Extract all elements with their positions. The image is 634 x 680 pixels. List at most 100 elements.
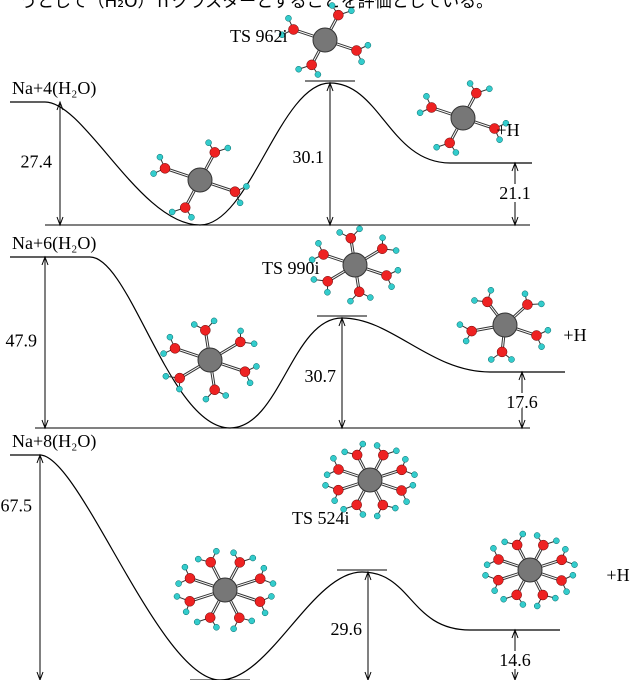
hydrogen xyxy=(262,610,268,616)
ts-label: TS 524i xyxy=(292,508,350,528)
oxygen xyxy=(175,373,185,383)
hydrogen xyxy=(538,301,544,307)
hydrogen xyxy=(490,545,496,551)
hydrogen xyxy=(161,351,167,357)
energy-label: 30.1 xyxy=(293,147,325,167)
hydrogen xyxy=(423,93,429,99)
hydrogen xyxy=(553,538,559,544)
hydrogen xyxy=(552,595,558,601)
oxygen xyxy=(234,613,244,623)
hydrogen xyxy=(182,564,188,570)
hydrogen xyxy=(347,298,353,304)
hydrogen xyxy=(237,200,243,206)
hydrogen xyxy=(194,619,200,625)
energy-curve xyxy=(10,257,565,428)
hydrogen xyxy=(457,322,463,328)
oxygen xyxy=(426,102,436,112)
hydrogen xyxy=(434,144,440,150)
oxygen xyxy=(333,485,343,495)
oxygen xyxy=(354,287,364,297)
oxygen xyxy=(538,590,548,600)
hydrogen xyxy=(545,327,551,333)
hydrogen xyxy=(231,550,237,556)
hydrogen xyxy=(342,449,348,455)
hydrogen xyxy=(467,80,473,86)
hydrogen xyxy=(412,472,418,478)
hydrogen xyxy=(151,171,157,177)
oxygen xyxy=(200,325,210,335)
hydrogen xyxy=(486,86,492,92)
oxygen xyxy=(346,233,356,243)
hydrogen xyxy=(243,183,249,189)
hydrogen xyxy=(359,59,365,65)
hydrogen xyxy=(492,588,498,594)
oxygen xyxy=(255,597,265,607)
hydrogen xyxy=(223,392,229,398)
reactant-label: Na+8(H₂O) xyxy=(12,431,96,452)
hydrogen xyxy=(509,356,515,362)
energy-label: 21.1 xyxy=(499,183,531,203)
sodium xyxy=(518,558,542,582)
hydrogen xyxy=(374,513,380,519)
oxygen xyxy=(378,500,388,510)
hydrogen xyxy=(261,565,267,571)
hydrogen xyxy=(330,455,336,461)
oxygen xyxy=(397,486,407,496)
oxygen xyxy=(206,557,216,567)
hydrogen xyxy=(191,322,197,328)
hydrogen xyxy=(482,572,488,578)
hydrogen xyxy=(392,505,398,511)
hydrogen xyxy=(360,441,366,447)
hydrogen xyxy=(522,291,528,297)
hydrogen xyxy=(203,396,209,402)
oxygen xyxy=(397,465,407,475)
hydrogen xyxy=(174,593,180,599)
oxygen xyxy=(382,271,392,281)
hydrogen xyxy=(534,532,540,538)
oxygen xyxy=(378,450,388,460)
oxygen xyxy=(493,554,503,564)
oxygen xyxy=(557,576,567,586)
hydrogen xyxy=(315,72,321,78)
oxygen xyxy=(352,46,362,56)
hydrogen xyxy=(360,512,366,518)
sodium xyxy=(213,578,237,602)
oxygen xyxy=(235,337,245,347)
oxygen xyxy=(307,60,317,70)
hydrogen xyxy=(231,626,237,632)
oxygen xyxy=(522,300,532,310)
oxygen xyxy=(557,555,567,565)
oxygen xyxy=(512,590,522,600)
hydrogen xyxy=(539,344,545,350)
oxygen xyxy=(333,10,343,20)
sodium xyxy=(451,106,475,130)
caption: うとして（H₂O）ｎクラスターとすることを評価としている。 xyxy=(20,0,493,12)
oxygen xyxy=(230,187,240,197)
hydrogen xyxy=(211,318,217,324)
hydrogen xyxy=(404,499,410,505)
hydrogen xyxy=(389,284,395,290)
oxygen xyxy=(255,574,265,584)
hydrogen xyxy=(183,609,189,615)
oxygen xyxy=(482,297,492,307)
hydrogen xyxy=(365,42,371,48)
oxygen xyxy=(288,24,298,34)
hydrogen xyxy=(348,8,354,14)
oxygen xyxy=(467,326,477,336)
oxygen xyxy=(210,147,220,157)
hydrogen xyxy=(285,15,291,21)
hydrogen xyxy=(357,226,363,232)
energy-label: 17.6 xyxy=(506,392,538,412)
oxygen xyxy=(318,249,328,259)
energy-label: 14.6 xyxy=(499,650,531,670)
hydrogen xyxy=(410,482,416,488)
oxygen xyxy=(497,347,507,357)
energy-label: 67.5 xyxy=(1,496,33,516)
hydrogen xyxy=(402,456,408,462)
hydrogen xyxy=(534,603,540,609)
hydrogen xyxy=(520,531,526,537)
hydrogen xyxy=(225,145,231,151)
oxygen xyxy=(333,464,343,474)
hydrogen xyxy=(322,482,328,488)
product-label: +H xyxy=(563,325,586,345)
